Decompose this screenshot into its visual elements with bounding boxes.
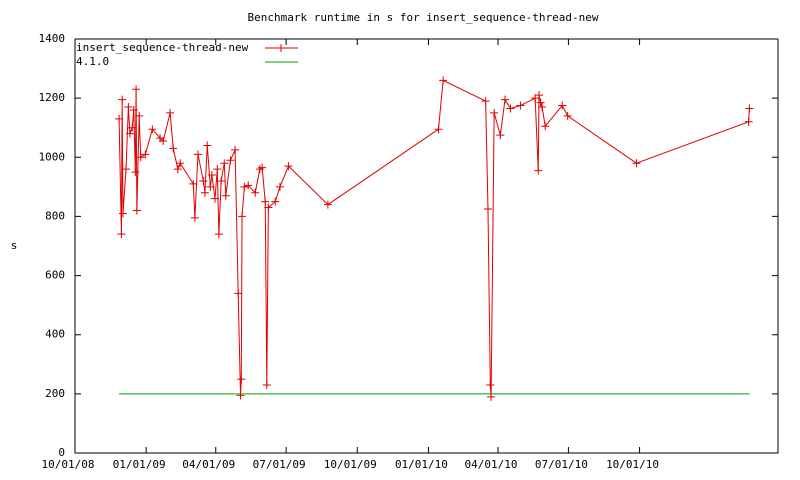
point-marker [132,206,141,215]
point-marker [136,153,145,162]
point-marker [173,165,182,174]
point-marker [483,205,492,214]
point-marker [132,85,141,94]
point-marker [129,105,138,114]
point-marker [481,97,490,106]
point-marker [199,176,208,185]
point-marker [536,98,545,107]
x-tick-label: 10/01/09 [324,458,377,471]
point-marker [516,101,525,110]
plot-frame [74,38,779,454]
y-axis-label: s [11,239,18,252]
point-marker [206,182,215,191]
point-marker [496,131,505,140]
legend-label: 4.1.0 [76,55,109,68]
point-marker [159,137,168,146]
point-marker [189,179,198,188]
point-marker [122,165,131,174]
point-marker [490,108,499,117]
point-marker [506,104,515,113]
point-marker [240,182,249,191]
point-marker [190,213,199,222]
point-marker [118,209,127,218]
point-marker [214,230,223,239]
point-marker [262,380,271,389]
point-marker [258,163,267,172]
point-marker [141,150,150,159]
point-marker [271,197,280,206]
series-line [118,79,750,397]
point-marker [193,150,202,159]
chart-title: Benchmark runtime in s for insert_sequen… [248,11,599,24]
point-marker [226,156,235,165]
x-tick-label: 07/01/10 [535,458,588,471]
x-tick-label: 01/01/10 [395,458,448,471]
point-marker [203,141,212,150]
point-marker [213,165,222,174]
point-marker [563,111,572,120]
point-marker [115,114,124,123]
legend-label: insert_sequence-thread-new [76,41,249,54]
point-marker [541,122,550,131]
point-marker [237,375,246,384]
point-marker [221,191,230,200]
point-marker [632,159,641,168]
point-marker [231,145,240,154]
x-tick-label: 10/01/10 [606,458,659,471]
y-tick-label: 1200 [39,91,66,104]
x-tick-label: 04/01/10 [465,458,518,471]
point-marker [207,171,216,180]
point-marker [434,125,443,134]
point-marker [135,111,144,120]
y-tick-label: 1400 [39,32,66,45]
x-tick-label: 07/01/09 [253,458,306,471]
point-marker [261,197,270,206]
y-tick-label: 0 [58,446,65,459]
x-tick-label: 01/01/09 [113,458,166,471]
point-marker [234,289,243,298]
point-marker [486,380,495,389]
y-tick-label: 800 [45,209,65,222]
point-marker [439,76,448,85]
point-marker [535,91,544,100]
point-marker [264,203,273,212]
point-marker [244,181,253,190]
point-marker [500,95,509,104]
point-marker [118,95,127,104]
point-marker [169,144,178,153]
point-marker [558,101,567,110]
point-marker [323,200,332,209]
point-marker [200,188,209,197]
y-tick-label: 1000 [39,150,66,163]
point-marker [534,166,543,175]
point-marker [166,108,175,117]
y-tick-label: 200 [45,387,65,400]
point-marker [117,230,126,239]
point-marker [176,159,185,168]
point-marker [236,391,245,400]
point-marker [238,212,247,221]
point-marker [125,129,134,138]
point-marker [284,162,293,171]
point-marker [217,176,226,185]
point-marker [275,182,284,191]
y-tick-label: 600 [45,269,65,282]
point-marker [744,117,753,126]
point-marker [220,159,229,168]
x-tick-label: 10/01/08 [42,458,95,471]
point-marker [251,188,260,197]
point-marker [745,104,754,113]
point-marker [148,125,157,134]
point-marker [124,103,133,112]
y-tick-label: 400 [45,328,65,341]
point-marker [538,103,547,112]
x-tick-label: 04/01/09 [182,458,235,471]
point-marker [128,123,137,132]
point-marker [210,194,219,203]
point-marker [131,168,140,177]
legend-marker [277,44,285,52]
